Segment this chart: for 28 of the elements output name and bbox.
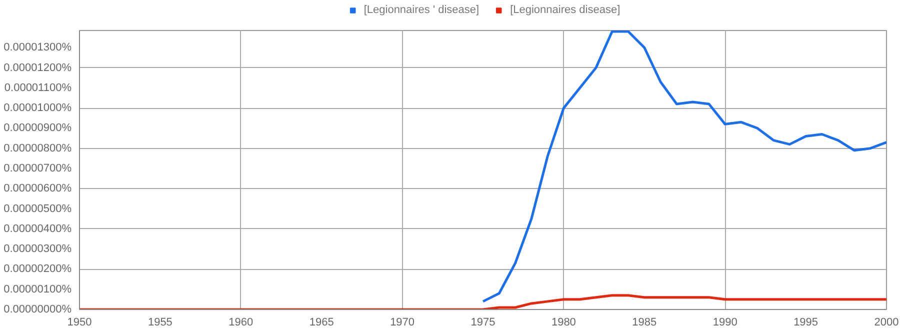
y-tick-label: 0.00000300%: [4, 243, 72, 256]
y-tick-label: 0.00001200%: [4, 62, 72, 74]
legend-label: [Legionnaires ' disease]: [364, 4, 480, 16]
legend-label: [Legionnaires disease]: [510, 4, 620, 16]
y-tick-label: 0.00000200%: [4, 263, 72, 276]
y-tick-label: 0.00000600%: [4, 182, 72, 195]
y-tick-label: 0.00000100%: [4, 283, 72, 296]
x-tick-label: 1965: [309, 316, 334, 328]
x-tick-label: 1980: [551, 316, 576, 328]
x-tick-label: 1975: [470, 316, 496, 328]
x-tick-label: 2000: [874, 316, 899, 328]
x-tick-label: 1950: [67, 316, 92, 328]
x-tick-label: 1985: [632, 316, 657, 328]
y-tick-label: 0.00000900%: [4, 122, 72, 134]
x-tick-label: 1990: [712, 316, 738, 328]
y-tick-label: 0.00001300%: [4, 42, 72, 54]
y-tick-label: 0.00001100%: [4, 82, 72, 94]
y-tick-label: 0.00000700%: [4, 162, 72, 174]
x-tick-label: 1960: [228, 316, 254, 328]
y-tick-label: 0.00001000%: [4, 102, 72, 114]
x-tick-label: 1955: [148, 316, 172, 328]
line-series: [482, 30, 886, 303]
y-tick-label: 0.00000500%: [4, 202, 72, 215]
y-tick-label: 0.00000800%: [4, 142, 72, 154]
x-tick-label: 1995: [794, 316, 818, 328]
x-tick-label: 1970: [390, 316, 415, 328]
y-tick-label: 0.00000000%: [4, 304, 72, 316]
y-tick-label: 0.00000400%: [4, 222, 72, 235]
